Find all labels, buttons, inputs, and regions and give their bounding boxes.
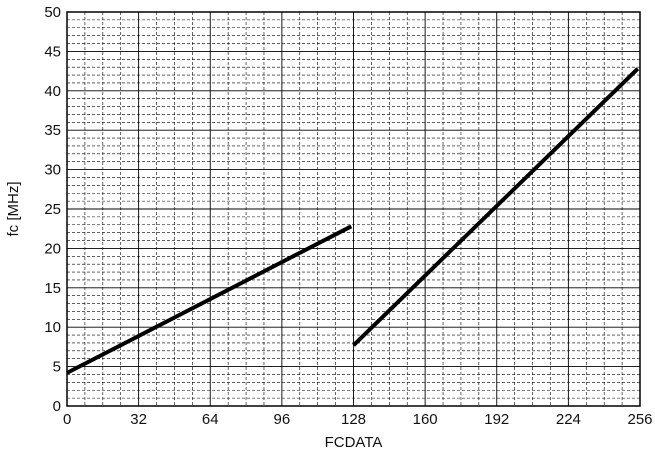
y-tick-label: 45 [44,43,61,60]
series-line-1 [66,224,353,375]
plot-frame [66,11,641,407]
x-tick-label: 96 [274,411,291,428]
x-axis-label: FCDATA [325,434,383,451]
y-tick-label: 15 [44,280,61,297]
x-tick-label: 192 [484,411,509,428]
y-tick-label: 10 [44,319,61,336]
x-tick-label: 0 [63,411,71,428]
y-axis-label: fc [MHz] [5,182,22,237]
x-tick-labels: 0 32 64 96 128 160 192 224 256 [63,411,653,428]
y-tick-label: 50 [44,4,61,21]
series-line-2 [352,67,640,347]
y-tick-label: 40 [44,83,61,100]
major-grid [67,12,640,406]
x-tick-label: 64 [202,411,219,428]
x-tick-label: 224 [556,411,581,428]
series-layer [66,67,640,375]
x-tick-label: 160 [413,411,438,428]
y-tick-label: 20 [44,240,61,257]
x-tick-label: 256 [627,411,652,428]
y-tick-label: 5 [53,359,61,376]
y-tick-labels: 0 5 10 15 20 25 30 35 40 45 50 [44,4,61,415]
y-tick-label: 30 [44,162,61,179]
y-tick-label: 0 [53,398,61,415]
x-tick-label: 128 [341,411,366,428]
y-tick-label: 25 [44,201,61,218]
y-tick-label: 35 [44,122,61,139]
x-tick-label: 32 [130,411,147,428]
